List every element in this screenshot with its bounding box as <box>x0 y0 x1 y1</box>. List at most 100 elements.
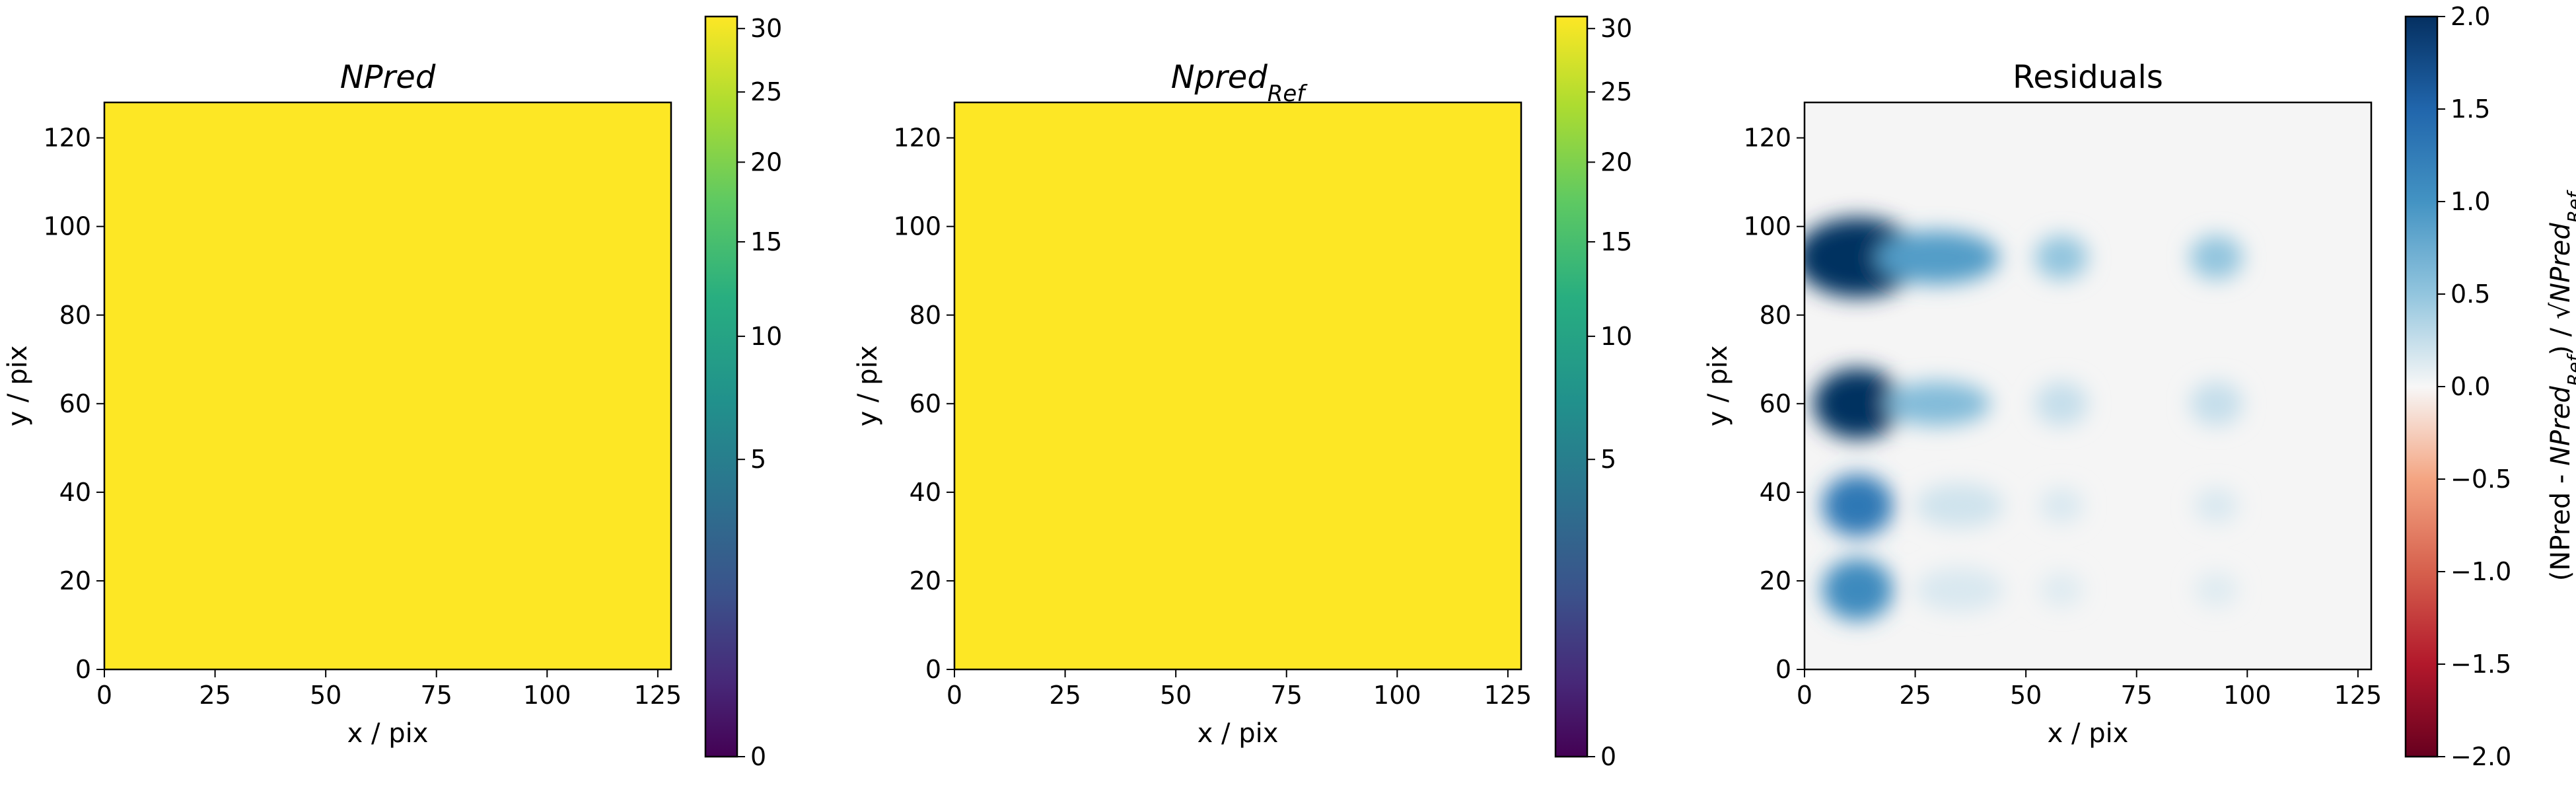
x-tick-label: 50 <box>1160 681 1192 710</box>
colorbar-tick-label: 10 <box>1600 322 1632 351</box>
colorbar-tick-label: −1.5 <box>2451 650 2511 679</box>
plot-frame <box>1803 101 2373 671</box>
residual-blob-7 <box>2034 381 2088 426</box>
residual-blob-16 <box>2194 572 2238 608</box>
residual-blob-4 <box>2190 235 2243 280</box>
y-tick-label: 100 <box>893 212 941 241</box>
colorbar <box>2406 17 2437 757</box>
residual-blob-6 <box>1884 381 1991 426</box>
x-axis-label: x / pix <box>2048 718 2129 749</box>
x-tick-label: 25 <box>199 681 231 710</box>
residual-blobs-blurred <box>1805 217 2243 621</box>
colorbar-label-subscript: Ref <box>2563 353 2576 387</box>
residual-blob-2 <box>1875 231 1999 284</box>
y-tick-label: 80 <box>910 301 941 330</box>
residual-blob-10 <box>1915 483 2004 528</box>
colorbar-tick-label: 0.0 <box>2451 372 2490 401</box>
y-tick-label: 0 <box>1775 655 1791 684</box>
colorbar-frame <box>704 15 738 758</box>
colorbar-tick-label: 30 <box>1600 14 1632 43</box>
heatmap-image <box>104 102 671 669</box>
colorbar-frame <box>1554 15 1589 758</box>
heatmap-image <box>1805 102 2371 669</box>
colorbar-tick-label: −2.0 <box>2451 742 2511 771</box>
x-tick-label: 125 <box>1484 681 1532 710</box>
y-tick-label: 60 <box>910 389 941 418</box>
x-tick-label: 50 <box>2010 681 2042 710</box>
y-tick-label: 20 <box>1760 566 1791 595</box>
colorbar-label-part: (NPred - <box>2546 466 2576 581</box>
residual-blob-12 <box>2194 488 2238 523</box>
colorbar <box>1556 17 1587 757</box>
residual-blob-5 <box>1813 368 1902 439</box>
residual-blob-1 <box>1805 217 1920 297</box>
x-tick-label: 25 <box>1049 681 1081 710</box>
residual-blob-15 <box>2039 572 2084 608</box>
x-tick-label: 50 <box>310 681 341 710</box>
y-tick-label: 80 <box>1760 301 1791 330</box>
colorbar-tick-label: 2.0 <box>2451 2 2490 31</box>
y-axis-label: y / pix <box>3 346 33 427</box>
x-tick-label: 75 <box>421 681 452 710</box>
y-tick-label: 20 <box>910 566 941 595</box>
colorbar-label-subscript: Ref <box>2563 190 2576 223</box>
colorbar-tick-label: 0 <box>1600 742 1616 771</box>
colorbar-tick-label: 10 <box>750 322 782 351</box>
colorbar-tick-label: 1.0 <box>2451 187 2490 216</box>
x-tick-label: 100 <box>523 681 571 710</box>
colorbar-tick-label: 25 <box>1600 77 1632 106</box>
colorbar-tick-label: 0.5 <box>2451 280 2490 309</box>
y-tick-label: 20 <box>59 566 91 595</box>
y-tick-label: 100 <box>1743 212 1791 241</box>
colorbar <box>705 17 737 757</box>
residual-blob-13 <box>1822 558 1894 621</box>
colorbar-tick-label: 0 <box>750 742 766 771</box>
residual-blob-11 <box>2039 488 2084 523</box>
colorbar-tick-label: 15 <box>750 227 782 256</box>
y-tick-label: 120 <box>43 124 91 153</box>
colorbar-label-part: NPred <box>2546 386 2576 466</box>
x-tick-label: 0 <box>96 681 112 710</box>
colorbar-tick-label: −0.5 <box>2451 465 2511 494</box>
colorbar-tick-label: 1.5 <box>2451 94 2490 124</box>
chart-title: NPred <box>340 59 436 96</box>
chart-title-subscript: Ref <box>1268 81 1308 107</box>
heatmap-image <box>954 102 1521 669</box>
y-tick-label: 100 <box>43 212 91 241</box>
residual-blob-14 <box>1915 567 2004 612</box>
x-tick-label: 100 <box>2223 681 2272 710</box>
colorbar-label: (NPred - NPredRef) / √NPredRef <box>2546 190 2576 582</box>
colorbar-tick-label: 30 <box>750 14 782 43</box>
residual-blobs <box>1805 217 2243 621</box>
colorbar-label-part: ) / √ <box>2546 302 2576 356</box>
y-tick-label: 120 <box>1743 124 1791 153</box>
residual-blob-3 <box>2034 235 2088 280</box>
panel-3: 0 25 50 75 100 125 0 20 40 60 80 100 120 x / pix y / p… <box>1703 2 2576 771</box>
x-tick-label: 25 <box>1899 681 1931 710</box>
colorbar-tick-label: 5 <box>750 445 766 474</box>
colorbar-tick-label: 20 <box>1600 147 1632 176</box>
colorbar-tick-label: 20 <box>750 147 782 176</box>
colorbar-tick-label: 5 <box>1600 445 1616 474</box>
x-tick-label: 125 <box>634 681 682 710</box>
y-tick-label: 60 <box>59 389 91 418</box>
residual-blob-8 <box>2190 381 2243 426</box>
y-tick-label: 80 <box>59 301 91 330</box>
y-tick-label: 120 <box>893 124 941 153</box>
residual-blob-9 <box>1822 474 1894 537</box>
x-tick-label: 75 <box>1271 681 1303 710</box>
colorbar-label-part: NPred <box>2546 223 2576 303</box>
x-tick-label: 0 <box>1797 681 1812 710</box>
colorbar-tick-label: 15 <box>1600 227 1632 256</box>
y-tick-label: 40 <box>1760 478 1791 507</box>
y-tick-label: 60 <box>1760 389 1791 418</box>
chart-title: NpredRef <box>1171 59 1308 107</box>
x-tick-label: 100 <box>1373 681 1421 710</box>
plot-frame <box>103 101 672 671</box>
y-tick-label: 0 <box>75 655 91 684</box>
x-axis-label: x / pix <box>347 718 429 749</box>
